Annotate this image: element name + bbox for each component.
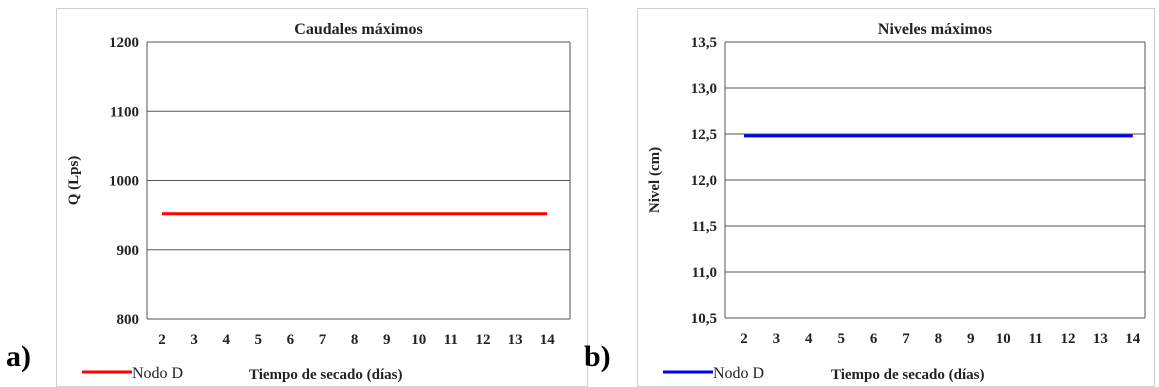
y-tick-label: 900 <box>117 243 140 259</box>
y-tick-label: 1000 <box>109 174 139 190</box>
x-tick-label: 14 <box>540 332 556 348</box>
x-tick-label: 3 <box>190 332 198 348</box>
y-tick-label: 12,5 <box>691 127 717 143</box>
y-axis-label: Q (Lps) <box>66 156 82 206</box>
x-tick-label: 13 <box>1093 331 1108 347</box>
y-tick-label: 13,5 <box>691 35 717 51</box>
y-tick-label: 1100 <box>110 104 139 120</box>
x-tick-label: 7 <box>902 331 910 347</box>
y-tick-label: 13,0 <box>691 81 717 97</box>
chart-title: Caudales máximos <box>294 21 422 38</box>
x-tick-label: 6 <box>287 332 295 348</box>
x-tick-label: 10 <box>411 332 426 348</box>
x-tick-label: 12 <box>476 332 491 348</box>
x-tick-label: 8 <box>351 332 359 348</box>
chart-caudales: 800 900 1000 1100 1200 2 3 4 5 6 7 8 9 10 11 12 13 14 Caud… <box>66 21 571 383</box>
x-tick-label: 2 <box>740 331 748 347</box>
x-tick-label: 5 <box>837 331 845 347</box>
chart-title: Niveles máximos <box>878 21 992 38</box>
x-tick-label: 7 <box>319 332 327 348</box>
x-tick-label: 10 <box>996 331 1011 347</box>
x-tick-label: 9 <box>383 332 391 348</box>
x-tick-label: 11 <box>444 332 458 348</box>
x-axis-label: Tiempo de secado (días) <box>831 367 984 383</box>
x-tick-label: 4 <box>805 331 813 347</box>
chart-panel-a: 800 900 1000 1100 1200 2 3 4 5 6 7 8 9 10 11 12 13 14 Caud… <box>6 8 588 387</box>
x-tick-label: 11 <box>1029 331 1043 347</box>
y-tick-label: 800 <box>117 312 140 328</box>
y-axis-label: Nivel (cm) <box>647 147 663 213</box>
y-tick-label: 11,5 <box>692 219 717 235</box>
chart-panel-b: 10,5 11,0 11,5 12,0 12,5 13,0 13,5 2 3 4 5 6 7 8 9 10 11… <box>579 0 1159 387</box>
panel-label-a: a) <box>6 340 31 373</box>
chart-niveles: 10,5 11,0 11,5 12,0 12,5 13,0 13,5 2 3 4 5 6 7 8 9 10 11… <box>647 21 1146 383</box>
x-tick-label: 12 <box>1061 331 1076 347</box>
chart-frame-b <box>637 8 1155 387</box>
y-tick-label: 1200 <box>109 35 139 51</box>
x-tick-label: 13 <box>508 332 523 348</box>
legend-label: Nodo D <box>713 365 764 382</box>
x-tick-label: 6 <box>870 331 878 347</box>
x-tick-label: 14 <box>1125 331 1141 347</box>
x-axis-label: Tiempo de secado (días) <box>249 367 402 383</box>
x-tick-label: 3 <box>773 331 781 347</box>
panel-label-b: b) <box>584 340 611 373</box>
legend-label: Nodo D <box>132 365 183 382</box>
x-tick-label: 5 <box>255 332 263 348</box>
x-tick-label: 4 <box>222 332 230 348</box>
x-tick-label: 9 <box>967 331 975 347</box>
chart-frame-a <box>56 8 588 387</box>
x-tick-label: 2 <box>158 332 166 348</box>
x-tick-label: 8 <box>935 331 943 347</box>
y-tick-label: 10,5 <box>691 311 717 327</box>
y-tick-label: 12,0 <box>691 173 717 189</box>
y-tick-label: 11,0 <box>692 265 717 281</box>
